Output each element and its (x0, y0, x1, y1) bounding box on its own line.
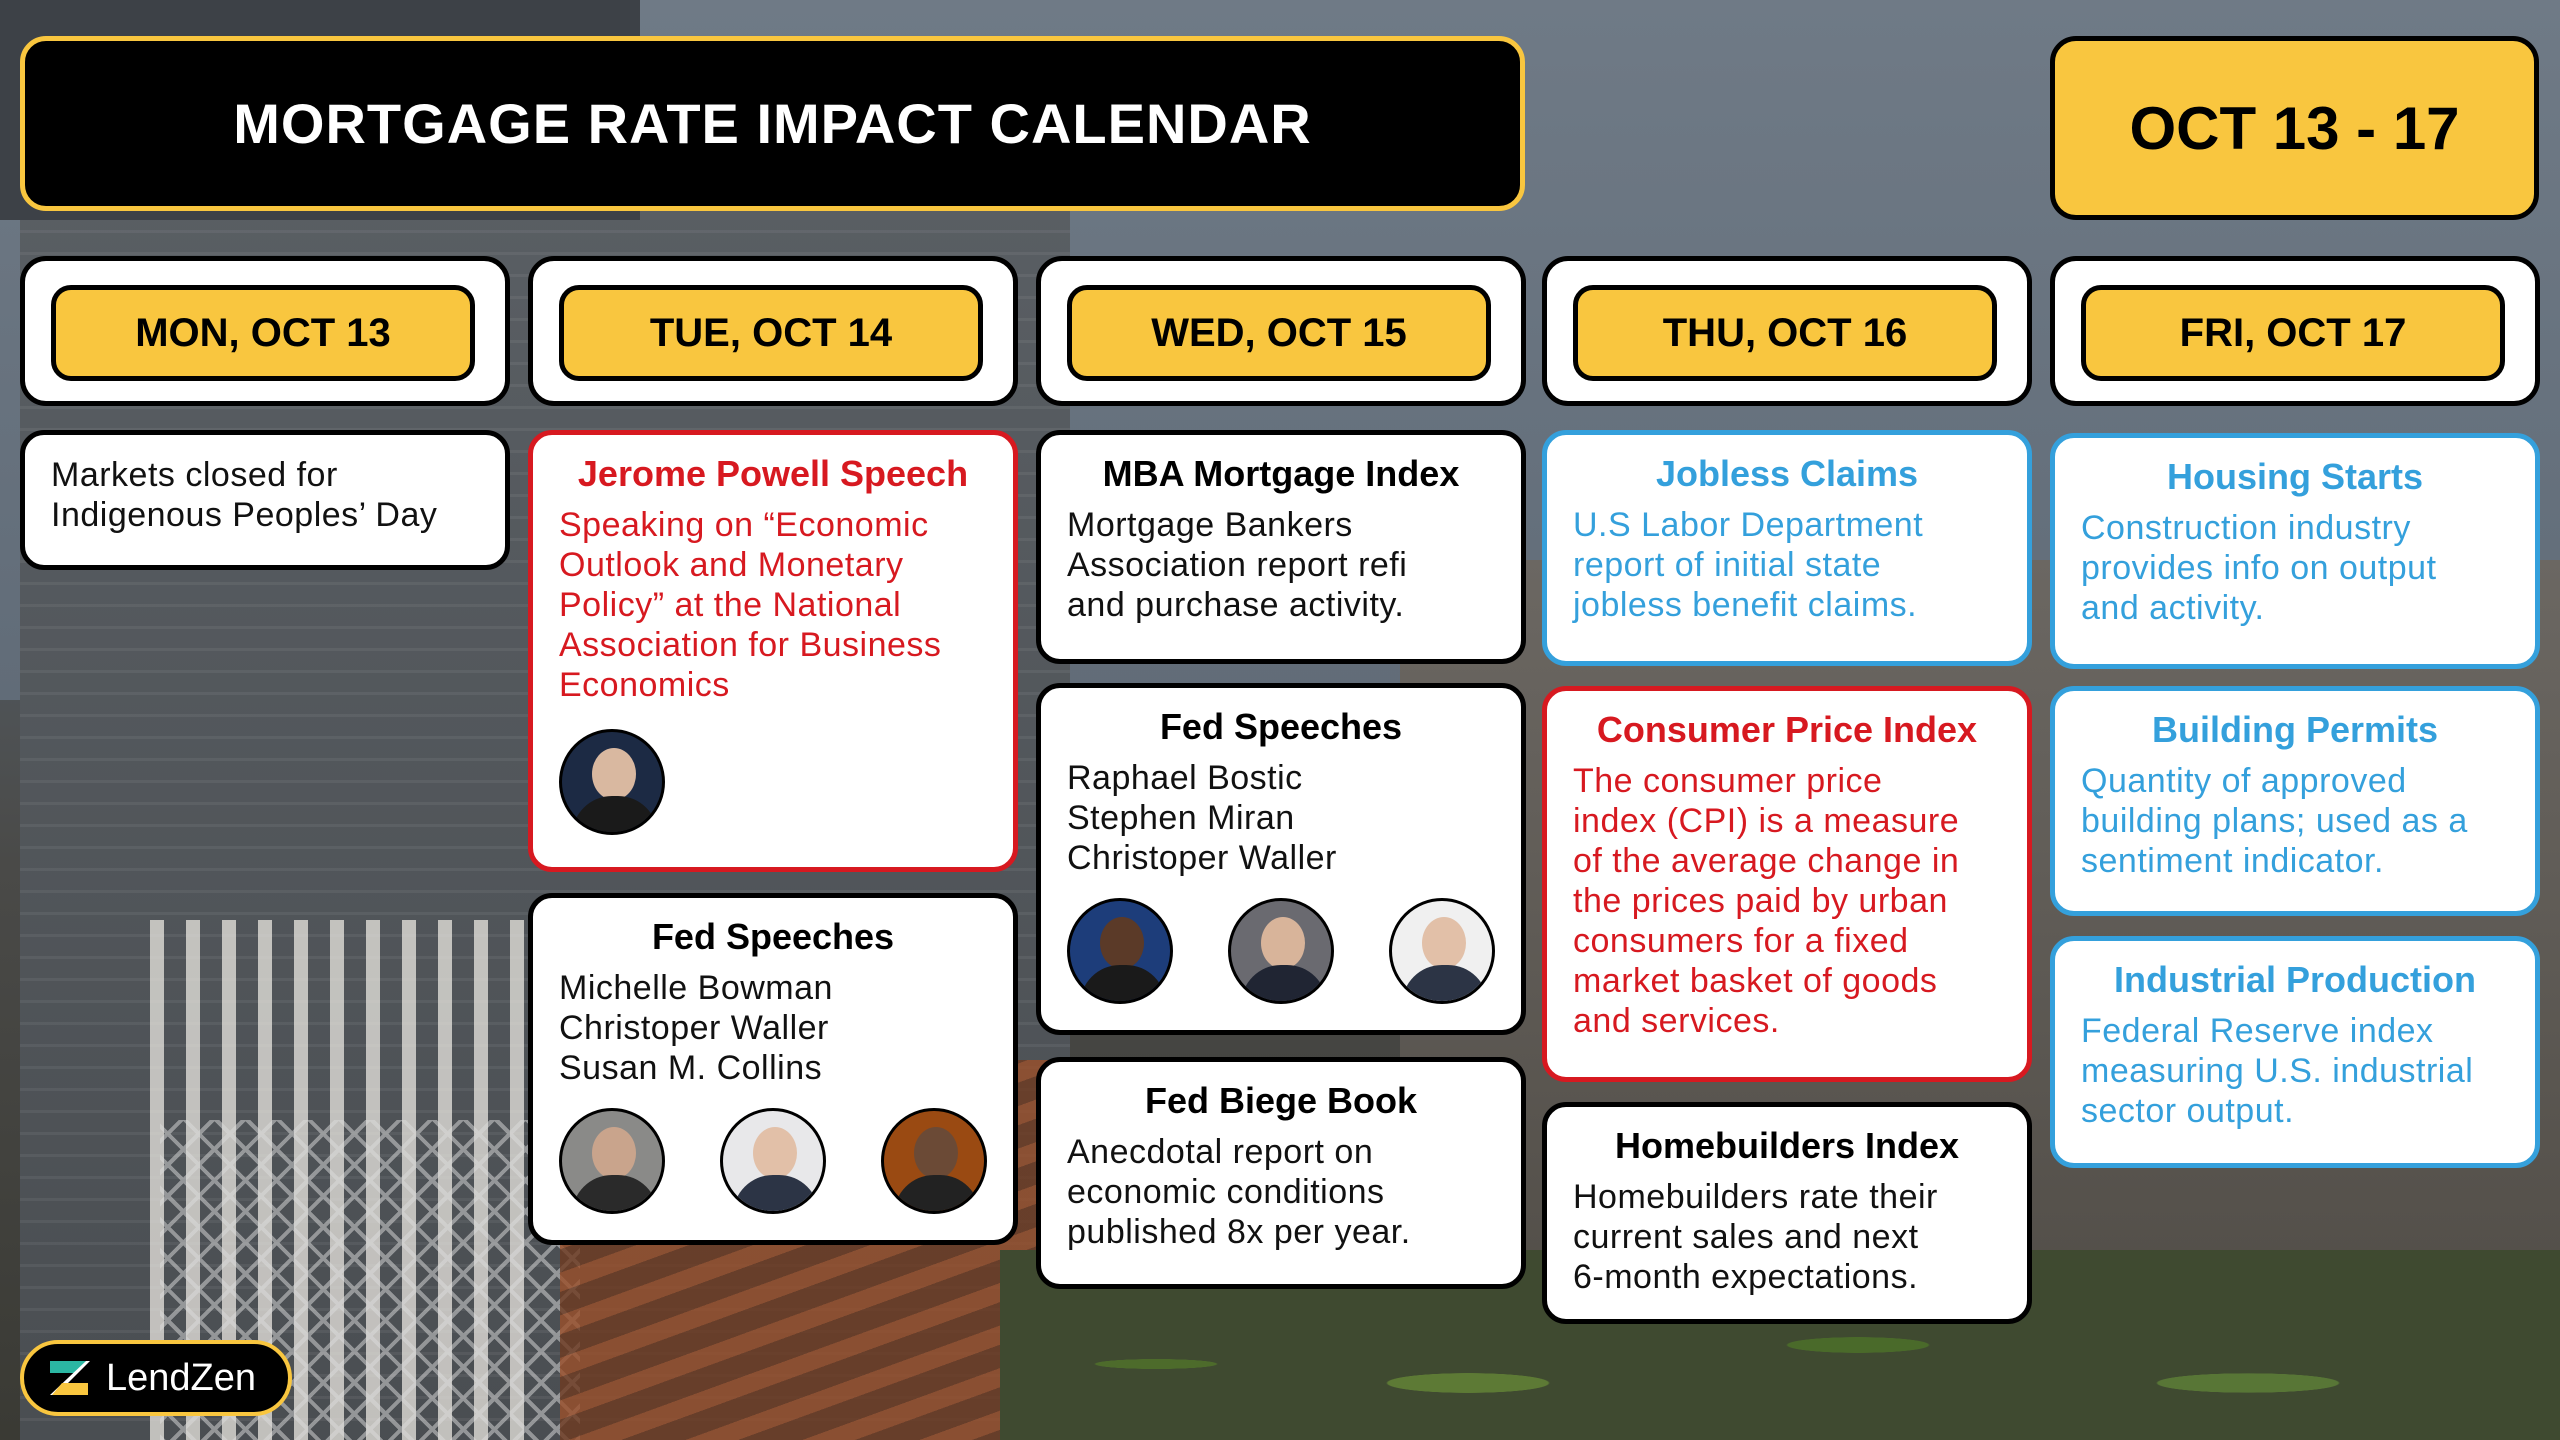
event-card-cpi[interactable]: Consumer Price Index The consumer price … (1542, 686, 2032, 1082)
event-title: Fed Biege Book (1144, 1080, 1418, 1121)
event-card-fed-speeches-wed[interactable]: Fed Speeches Raphael Bostic Stephen Mira… (1036, 683, 1526, 1035)
lendzen-logo-icon (50, 1361, 90, 1395)
event-text: Homebuilders rate their current sales an… (1573, 1178, 1938, 1296)
speaker-avatar (1389, 898, 1495, 1004)
event-text: Mortgage Bankers Association report refi… (1067, 506, 1408, 624)
event-title: Housing Starts (2166, 456, 2424, 497)
day-header-wed: WED, OCT 15 (1036, 256, 1526, 406)
event-title: Consumer Price Index (1596, 709, 1978, 750)
event-text: Quantity of approved building plans; use… (2081, 762, 2468, 880)
event-title: Jobless Claims (1655, 453, 1919, 494)
event-card-mba-index[interactable]: MBA Mortgage Index Mortgage Bankers Asso… (1036, 430, 1526, 664)
event-text: Construction industry provides info on o… (2081, 509, 2437, 627)
event-title: Jerome Powell Speech (577, 453, 969, 494)
event-title: Building Permits (2151, 709, 2439, 750)
page-title: MORTGAGE RATE IMPACT CALENDAR (20, 36, 1525, 211)
speaker-avatar (559, 1108, 665, 1214)
event-card-housing-starts[interactable]: Housing Starts Construction industry pro… (2050, 433, 2540, 669)
event-card-powell-speech[interactable]: Jerome Powell Speech Speaking on “Econom… (528, 430, 1018, 872)
speaker-avatar (1067, 898, 1173, 1004)
event-text: Markets closed for Indigenous Peoples’ D… (51, 456, 438, 534)
event-title: Fed Speeches (1159, 706, 1403, 747)
event-card-biege-book[interactable]: Fed Biege Book Anecdotal report on econo… (1036, 1057, 1526, 1289)
day-header-mon: MON, OCT 13 (20, 256, 510, 406)
event-text: Anecdotal report on economic conditions … (1067, 1133, 1411, 1251)
event-text: Raphael Bostic Stephen Miran Christoper … (1067, 759, 1337, 877)
speaker-avatar (1228, 898, 1334, 1004)
day-header-thu: THU, OCT 16 (1542, 256, 2032, 406)
event-card-building-permits[interactable]: Building Permits Quantity of approved bu… (2050, 686, 2540, 916)
event-title: Fed Speeches (651, 916, 895, 957)
brand-logo[interactable]: LendZen (20, 1340, 292, 1416)
speaker-avatar (720, 1108, 826, 1214)
event-text: U.S Labor Department report of initial s… (1573, 506, 1924, 624)
event-card-homebuilders[interactable]: Homebuilders Index Homebuilders rate the… (1542, 1102, 2032, 1324)
day-label: MON, OCT 13 (51, 285, 475, 381)
speaker-avatar (881, 1108, 987, 1214)
event-card-jobless-claims[interactable]: Jobless Claims U.S Labor Department repo… (1542, 430, 2032, 666)
week-range-badge: OCT 13 - 17 (2050, 36, 2539, 220)
day-label: THU, OCT 16 (1573, 285, 1997, 381)
day-label: TUE, OCT 14 (559, 285, 983, 381)
event-title: Industrial Production (2113, 959, 2476, 1000)
event-text: Speaking on “Economic Outlook and Moneta… (559, 506, 942, 704)
event-card-industrial-production[interactable]: Industrial Production Federal Reserve in… (2050, 936, 2540, 1168)
event-text: The consumer price index (CPI) is a meas… (1573, 762, 1960, 1040)
day-label: FRI, OCT 17 (2081, 285, 2505, 381)
event-title: Homebuilders Index (1614, 1125, 1960, 1166)
event-card-markets-closed[interactable]: Markets closed for Indigenous Peoples’ D… (20, 430, 510, 570)
day-header-fri: FRI, OCT 17 (2050, 256, 2540, 406)
event-card-fed-speeches-tue[interactable]: Fed Speeches Michelle Bowman Christoper … (528, 893, 1018, 1245)
event-text: Michelle Bowman Christoper Waller Susan … (559, 969, 833, 1087)
event-title: MBA Mortgage Index (1102, 453, 1460, 494)
event-text: Federal Reserve index measuring U.S. ind… (2081, 1012, 2474, 1130)
day-header-tue: TUE, OCT 14 (528, 256, 1018, 406)
speaker-avatar (559, 729, 665, 835)
brand-name: LendZen (106, 1356, 257, 1399)
day-label: WED, OCT 15 (1067, 285, 1491, 381)
